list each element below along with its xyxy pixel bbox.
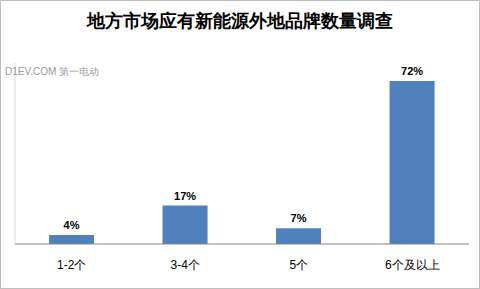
html-text:地方市场应有新能源外地品牌数量调查: 地方市场应有新能源外地品牌数量调查 [87,11,393,31]
svg-text:5个: 5个 [289,258,308,272]
svg-text:1-2个: 1-2个 [57,258,86,272]
svg-text:72%: 72% [401,65,423,77]
html-text:D1EV.COM 第一电动: D1EV.COM 第一电动 [5,66,100,77]
svg-text:7%: 7% [291,212,307,224]
svg-text:6个及以上: 6个及以上 [385,258,440,272]
svg-text:17%: 17% [174,190,196,202]
svg-text:3-4个: 3-4个 [171,258,200,272]
svg-text:4%: 4% [64,219,80,231]
